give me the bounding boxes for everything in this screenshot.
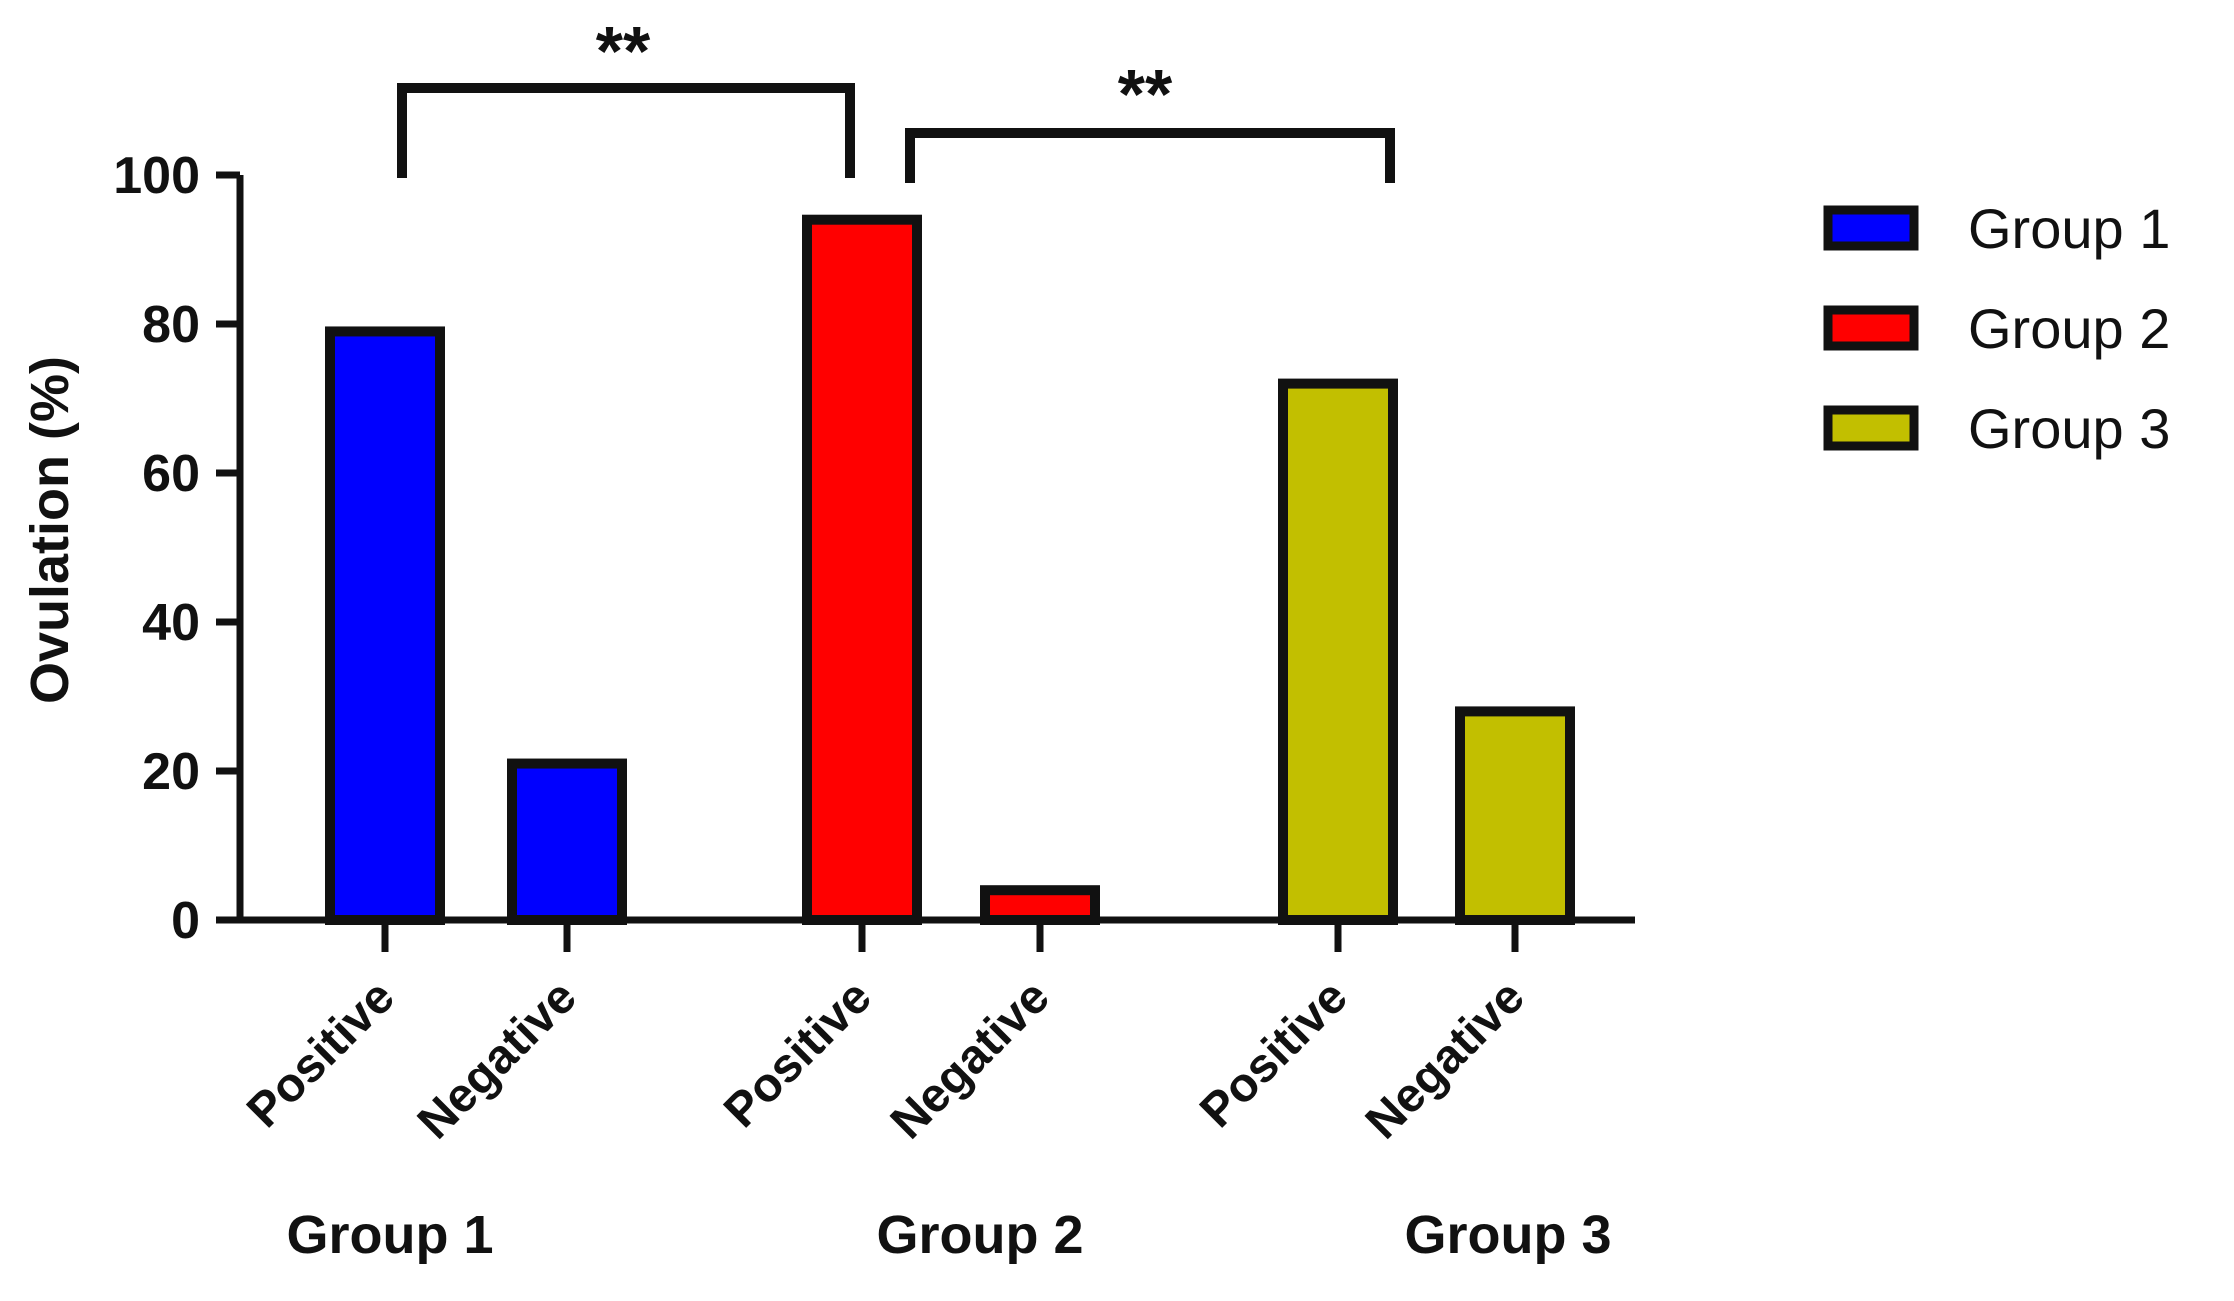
x-tick-label: Positive bbox=[1190, 970, 1358, 1138]
x-tick-label: Negative bbox=[1356, 970, 1535, 1149]
significance-label: ** bbox=[596, 12, 651, 90]
y-tick-label: 20 bbox=[142, 743, 200, 801]
bar-2-positive bbox=[802, 214, 922, 925]
group-label-3: Group 3 bbox=[1404, 1205, 1611, 1265]
significance-bracket bbox=[905, 128, 1395, 183]
y-axis-label: Ovulation (%) bbox=[20, 356, 80, 704]
x-tick-label: Negative bbox=[408, 970, 587, 1149]
legend-label-2: Group 2 bbox=[1968, 297, 2170, 360]
bar-1-positive bbox=[325, 326, 445, 925]
significance-bracket bbox=[397, 83, 855, 178]
legend: Group 1 Group 2 Group 3 bbox=[1823, 197, 2170, 460]
legend-label-3: Group 3 bbox=[1968, 397, 2170, 460]
legend-swatch-3 bbox=[1823, 405, 1919, 451]
group-labels: Group 1 Group 2 Group 3 bbox=[286, 1205, 1611, 1265]
bar-3-positive bbox=[1278, 378, 1398, 926]
x-tick-labels: Positive Negative Positive Negative Positive… bbox=[237, 920, 1535, 1149]
significance-brackets: ** ** bbox=[397, 12, 1395, 183]
x-tick-label: Positive bbox=[714, 970, 882, 1138]
legend-swatch-1 bbox=[1823, 205, 1919, 251]
bar-1-negative bbox=[507, 758, 627, 925]
y-tick-label: 40 bbox=[142, 594, 200, 652]
bar-3-negative bbox=[1455, 706, 1575, 926]
group-label-2: Group 2 bbox=[876, 1205, 1083, 1265]
x-tick-label: Negative bbox=[881, 970, 1060, 1149]
legend-swatch-2 bbox=[1823, 305, 1919, 351]
significance-label: ** bbox=[1118, 55, 1173, 133]
group-label-1: Group 1 bbox=[286, 1205, 493, 1265]
y-tick-label: 80 bbox=[142, 296, 200, 354]
y-tick-label: 60 bbox=[142, 445, 200, 503]
legend-label-1: Group 1 bbox=[1968, 197, 2170, 260]
y-axis: 0 20 40 60 80 100 bbox=[113, 147, 244, 950]
bar-2-negative bbox=[980, 885, 1100, 926]
bars bbox=[325, 214, 1575, 926]
y-tick-label: 100 bbox=[113, 147, 200, 205]
y-tick-label: 0 bbox=[171, 892, 200, 950]
x-tick-label: Positive bbox=[237, 970, 405, 1138]
